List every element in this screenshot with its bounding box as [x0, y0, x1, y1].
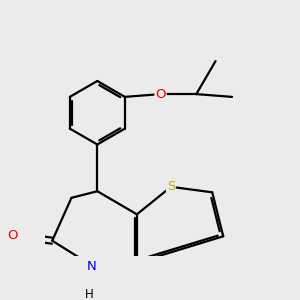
Text: O: O [155, 88, 166, 100]
Text: S: S [167, 180, 175, 193]
Text: O: O [8, 229, 18, 242]
Text: H: H [85, 287, 93, 300]
Text: N: N [87, 260, 97, 273]
